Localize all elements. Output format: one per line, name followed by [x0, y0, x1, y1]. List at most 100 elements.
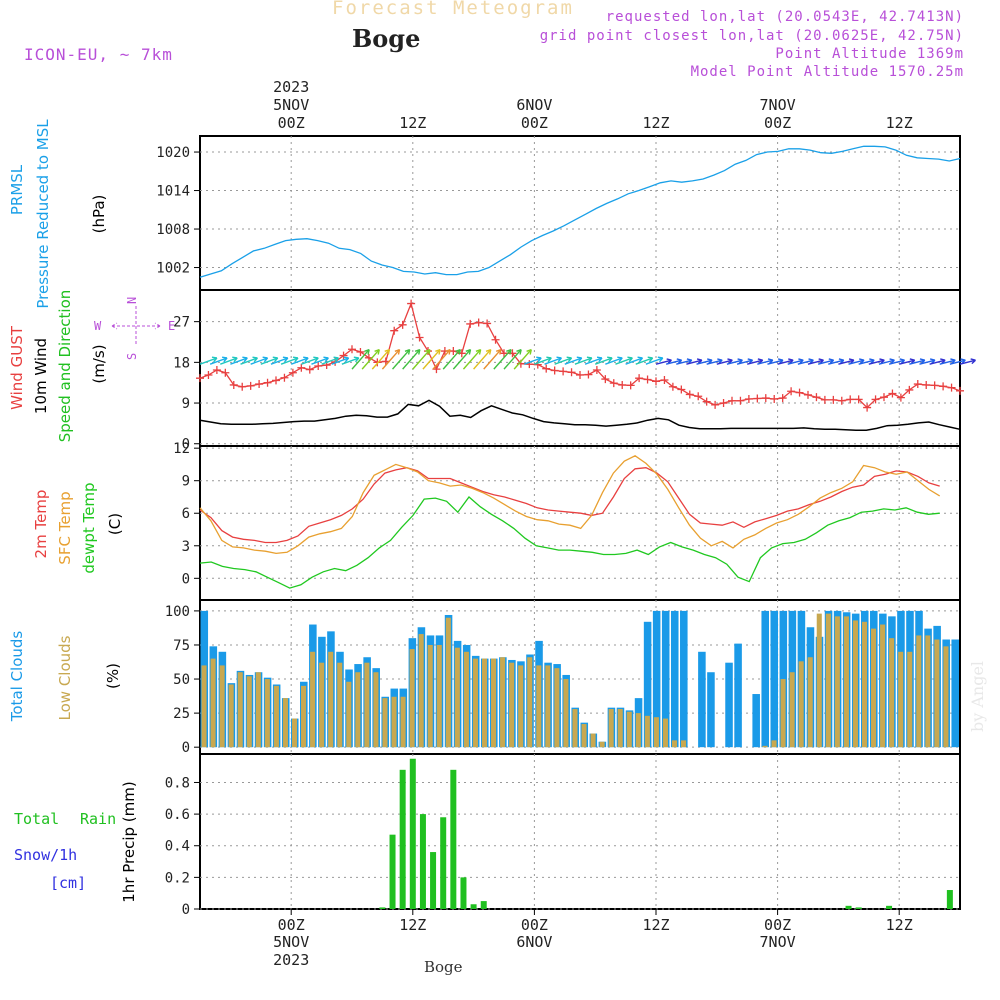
wind-arrow [584, 357, 603, 365]
gust-marker [559, 367, 568, 376]
wind-arrow-head [343, 356, 350, 363]
wind-arrow-head [455, 348, 462, 355]
top-year-label: 2023 [273, 78, 309, 96]
gust-marker [643, 375, 652, 384]
wind-arrow [280, 357, 299, 365]
low-cloud-bar [509, 662, 515, 748]
temp-unit: (C) [106, 513, 124, 535]
gust-marker [348, 345, 356, 354]
pressure-unit: (hPa) [90, 195, 108, 234]
gust-marker [297, 363, 306, 372]
wind-arrow-head [475, 348, 482, 355]
ytick-label-pressure: 1020 [156, 145, 190, 161]
gust-marker [778, 394, 787, 403]
wind-arrow [230, 357, 248, 365]
gust-marker [576, 371, 584, 380]
wind10m-label: 10m Wind [32, 338, 50, 414]
wind-arrow-head [435, 348, 441, 355]
precip-bar [399, 769, 406, 909]
top-day-label: 5NOV [273, 96, 309, 114]
wind-arrow-head [526, 348, 532, 355]
t2m-label: 2m Temp [32, 490, 50, 559]
gust-marker [694, 392, 703, 401]
low-cloud-bar [807, 657, 813, 748]
wind-arrow [422, 349, 441, 370]
total-cloud-bar [670, 610, 679, 748]
precip-snow-unit: [cm] [50, 874, 86, 892]
gust-marker [407, 299, 416, 308]
gust-marker [229, 380, 238, 389]
ytick-label-clouds: 0 [182, 740, 190, 756]
wind-arrow-head [414, 348, 421, 355]
sfc-temp-line [199, 455, 941, 555]
wind-arrow-head [292, 356, 299, 363]
gust-marker [880, 393, 888, 402]
wind-arrow-head [282, 356, 289, 363]
low-cloud-bar [617, 709, 623, 748]
precip-bar [946, 890, 953, 909]
ytick-label-clouds: 75 [173, 638, 190, 654]
wind-arrow [807, 359, 824, 365]
wind-arrow [736, 359, 753, 365]
low-cloud-bar [880, 624, 886, 748]
wind-arrow-head [323, 356, 329, 363]
wind-arrow [361, 349, 380, 370]
low-cloud-bar [382, 698, 388, 748]
panel-frame-pressure [199, 135, 961, 291]
wind-arrow [848, 359, 865, 365]
gust-marker [787, 387, 796, 396]
precip-bar [450, 769, 457, 909]
low-cloud-bar [671, 740, 678, 748]
low-cloud-bar [762, 745, 768, 748]
gust-marker [905, 385, 914, 394]
bottom-time-tick: 00Z [278, 916, 305, 934]
top-day-label: 7NOV [760, 96, 796, 114]
pressure-line [199, 145, 961, 278]
wind-arrow [564, 357, 582, 365]
gust-line [199, 301, 961, 409]
gust-marker [711, 400, 720, 409]
t2m-line [199, 467, 940, 544]
grid-point-coords: grid point closest lon,lat (20.0625E, 42… [539, 28, 964, 44]
low-cloud-bar [934, 639, 940, 748]
low-cloud-bar [825, 613, 831, 748]
gust-marker [939, 382, 948, 391]
wind-arrow [513, 349, 532, 370]
low-cloud-bar [518, 665, 524, 748]
gust-marker [896, 393, 905, 402]
gust-marker [812, 393, 821, 402]
wind-arrow [341, 357, 360, 365]
wind-arrow [686, 359, 703, 365]
gust-marker [601, 375, 610, 384]
wind-arrow-head [465, 348, 472, 355]
gust-marker [609, 379, 618, 388]
low-cloud-bar [246, 676, 252, 748]
low-cloud-bar [789, 672, 795, 748]
gust-marker [685, 390, 694, 399]
wind-arrow [757, 359, 774, 365]
low-cloud-bar [346, 681, 352, 748]
low-cloud-bar [681, 740, 687, 748]
total-cloud-bar [643, 621, 652, 748]
gust-marker [837, 396, 846, 405]
gust-marker [525, 360, 534, 369]
precip-bar [855, 907, 862, 909]
low-cloud-bar [291, 718, 298, 748]
wind-arrow-head [333, 356, 340, 363]
dewpt-label: dewpt Temp [80, 482, 98, 573]
gust-marker [584, 370, 593, 379]
wind-arrow [777, 359, 794, 365]
low-cloud-bar [337, 662, 343, 748]
ytick-label-temp: 12 [173, 441, 190, 457]
gust-marker [255, 380, 264, 389]
low-cloud-bar [816, 613, 822, 748]
low-cloud-bar [400, 696, 406, 748]
gust-marker [415, 333, 424, 342]
gust-marker [753, 394, 762, 403]
wind-arrow-head [970, 358, 976, 365]
wind-arrow-head [232, 356, 238, 363]
wind-arrow [645, 357, 664, 365]
top-time-tick: 12Z [642, 114, 669, 132]
wind-arrow [838, 359, 855, 365]
wind-arrow [544, 357, 562, 365]
